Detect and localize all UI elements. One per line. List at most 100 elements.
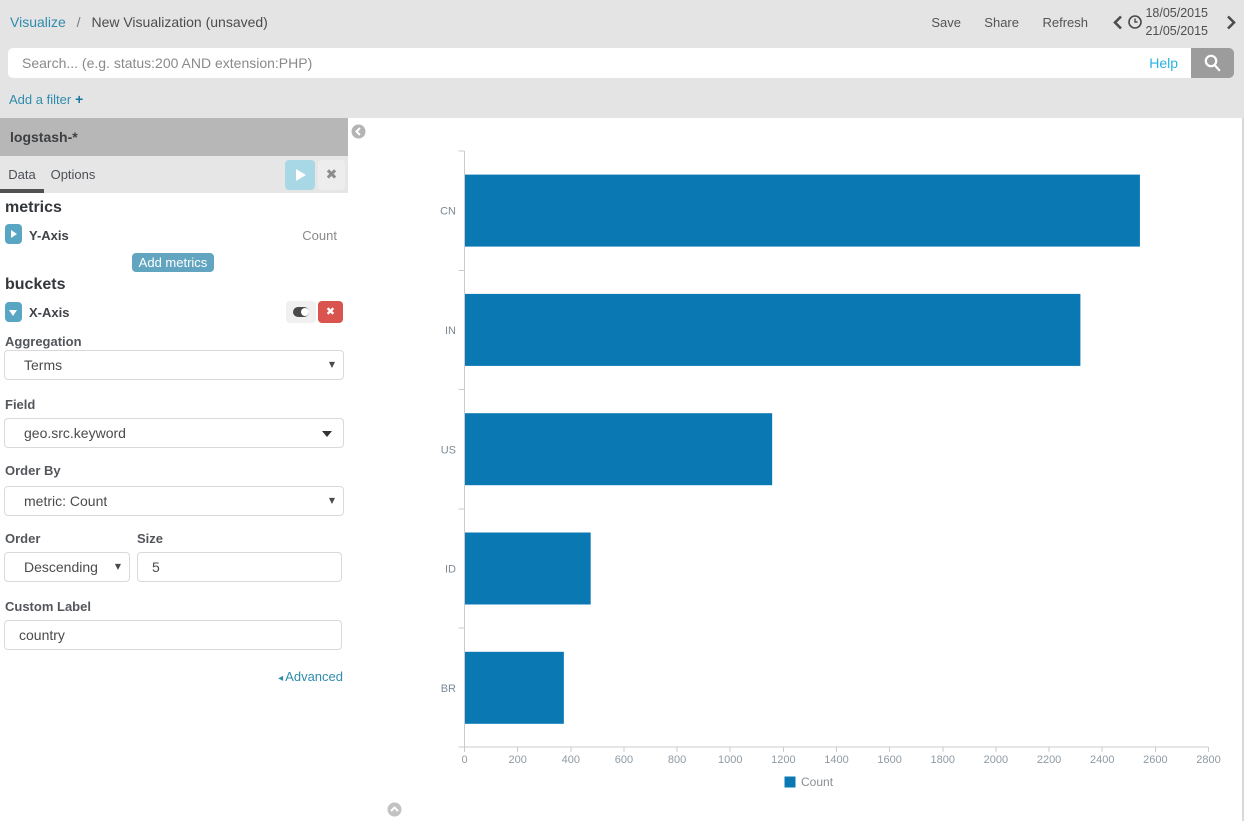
y-category-label: ID	[445, 564, 456, 576]
visualization-pane: 0 200 400 600 800 1000 1200 1400 1600 1800 2000 220…	[348, 118, 1244, 821]
bar-CN[interactable]	[465, 174, 1140, 247]
index-pattern-title: logstash-*	[10, 129, 78, 145]
date-from[interactable]: 18/05/2015	[1145, 6, 1208, 20]
chevron-right-icon	[11, 230, 17, 238]
add-filter-label: Add a filter	[9, 92, 72, 107]
select-caret-icon: ▼	[328, 360, 335, 369]
breadcrumb-current-page: New Visualization (unsaved)	[91, 14, 268, 30]
share-button[interactable]: Share	[984, 15, 1019, 30]
tab-data[interactable]: Data	[8, 167, 36, 182]
y-axis-agg-value: Count	[302, 228, 337, 243]
custom-label-label: Custom Label	[5, 599, 91, 614]
bar-chart: 0 200 400 600 800 1000 1200 1400 1600 1800 2000 220…	[440, 150, 1221, 789]
bar-US[interactable]	[465, 413, 773, 486]
index-pattern-header: logstash-*	[0, 118, 348, 156]
breadcrumb: Visualize / New Visualization (unsaved)	[10, 0, 268, 45]
apply-changes-button[interactable]	[285, 160, 315, 190]
save-button[interactable]: Save	[931, 15, 961, 30]
sidebar-collapse-button[interactable]	[351, 124, 366, 139]
y-axis-expand-button[interactable]	[5, 224, 22, 244]
search-row: Help	[0, 45, 1244, 81]
x-tick-label: 2800	[1196, 754, 1220, 766]
search-input[interactable]	[8, 48, 1138, 78]
chevron-down-icon	[9, 310, 17, 316]
x-tick-label: 1600	[877, 754, 901, 766]
x-tick-label: 0	[461, 754, 467, 766]
top-nav: Visualize / New Visualization (unsaved) …	[0, 0, 1244, 45]
metrics-heading: metrics	[5, 199, 62, 216]
search-bar: Help	[8, 48, 1234, 78]
x-tick-label: 2000	[984, 754, 1008, 766]
vis-editor-sidebar: logstash-* Data Options ✖ metrics Y-Axis…	[0, 118, 348, 821]
bar-IN[interactable]	[465, 293, 1081, 366]
breadcrumb-separator: /	[76, 14, 81, 30]
x-tick-label: 2400	[1090, 754, 1114, 766]
x-tick-label: 1400	[824, 754, 848, 766]
x-tick-label: 600	[615, 754, 633, 766]
search-icon	[1204, 54, 1221, 72]
legend-label[interactable]: Count	[801, 775, 834, 789]
bar-BR[interactable]	[465, 651, 564, 724]
x-tick-label: 400	[562, 754, 580, 766]
triangle-left-icon: ◂	[278, 673, 284, 684]
aggregation-label: Aggregation	[5, 334, 82, 349]
search-button[interactable]	[1191, 48, 1234, 78]
timepicker-prev-icon[interactable]	[1112, 14, 1124, 31]
y-category-label: CN	[440, 206, 456, 218]
order-label: Order	[5, 531, 41, 546]
caret-down-icon	[322, 431, 332, 437]
aggregation-select[interactable]: Terms ▼	[4, 350, 344, 380]
x-tick-label: 800	[668, 754, 686, 766]
order-by-select[interactable]: metric: Count ▼	[4, 486, 344, 516]
x-tick-label: 1000	[718, 754, 742, 766]
x-axis-collapse-button[interactable]	[5, 302, 22, 322]
date-to[interactable]: 21/05/2015	[1145, 24, 1208, 38]
select-caret-icon: ▼	[114, 562, 121, 571]
x-tick-label: 200	[508, 754, 526, 766]
y-category-label: US	[441, 444, 456, 456]
y-axis-label[interactable]: Y-Axis	[29, 228, 69, 243]
size-label: Size	[137, 531, 164, 546]
y-category-label: BR	[441, 683, 456, 695]
custom-label-input[interactable]	[4, 620, 342, 650]
tab-options[interactable]: Options	[50, 167, 96, 182]
play-icon	[296, 169, 306, 181]
size-input[interactable]	[137, 552, 342, 582]
filter-bar: Add a filter +	[0, 81, 1244, 118]
legend-swatch[interactable]	[784, 776, 796, 788]
refresh-button[interactable]: Refresh	[1042, 15, 1088, 30]
bar-ID[interactable]	[465, 532, 591, 605]
sidebar-tabs: Data Options ✖	[0, 156, 348, 193]
x-axis-label[interactable]: X-Axis	[29, 305, 70, 320]
field-label: Field	[5, 397, 36, 412]
bucket-remove-button[interactable]: ✖	[318, 301, 343, 323]
select-caret-icon: ▼	[328, 496, 335, 505]
timepicker-next-icon[interactable]	[1225, 14, 1237, 31]
order-select[interactable]: Descending ▼	[4, 552, 130, 582]
timepicker-date-range[interactable]: 18/05/2015 21/05/2015	[1145, 4, 1208, 40]
order-by-label: Order By	[5, 463, 61, 478]
buckets-heading: buckets	[5, 276, 66, 293]
y-category-label: IN	[445, 325, 456, 337]
x-tick-label: 1800	[931, 754, 955, 766]
plus-icon: +	[75, 91, 84, 107]
bucket-disable-toggle[interactable]	[286, 301, 316, 323]
toggle-knob	[301, 308, 309, 316]
advanced-link[interactable]: ◂ Advanced	[278, 669, 343, 684]
legend: Count	[784, 775, 834, 789]
sidebar-content: metrics Y-Axis Count Add metrics buckets…	[0, 193, 348, 821]
main-content: logstash-* Data Options ✖ metrics Y-Axis…	[0, 118, 1244, 821]
spy-panel-toggle-button[interactable]	[387, 802, 402, 817]
add-filter-link[interactable]: Add a filter +	[9, 81, 83, 118]
discard-changes-button[interactable]: ✖	[318, 160, 345, 190]
field-select[interactable]: geo.src.keyword	[4, 418, 344, 448]
x-tick-label: 1200	[771, 754, 795, 766]
advanced-label: Advanced	[285, 669, 343, 684]
help-link[interactable]: Help	[1149, 55, 1178, 71]
breadcrumb-visualize-link[interactable]: Visualize	[10, 14, 66, 30]
clock-icon[interactable]	[1128, 15, 1142, 29]
x-tick-label: 2200	[1037, 754, 1061, 766]
add-metrics-button[interactable]: Add metrics	[132, 253, 214, 272]
active-tab-underline	[0, 189, 44, 193]
x-tick-label: 2600	[1143, 754, 1167, 766]
